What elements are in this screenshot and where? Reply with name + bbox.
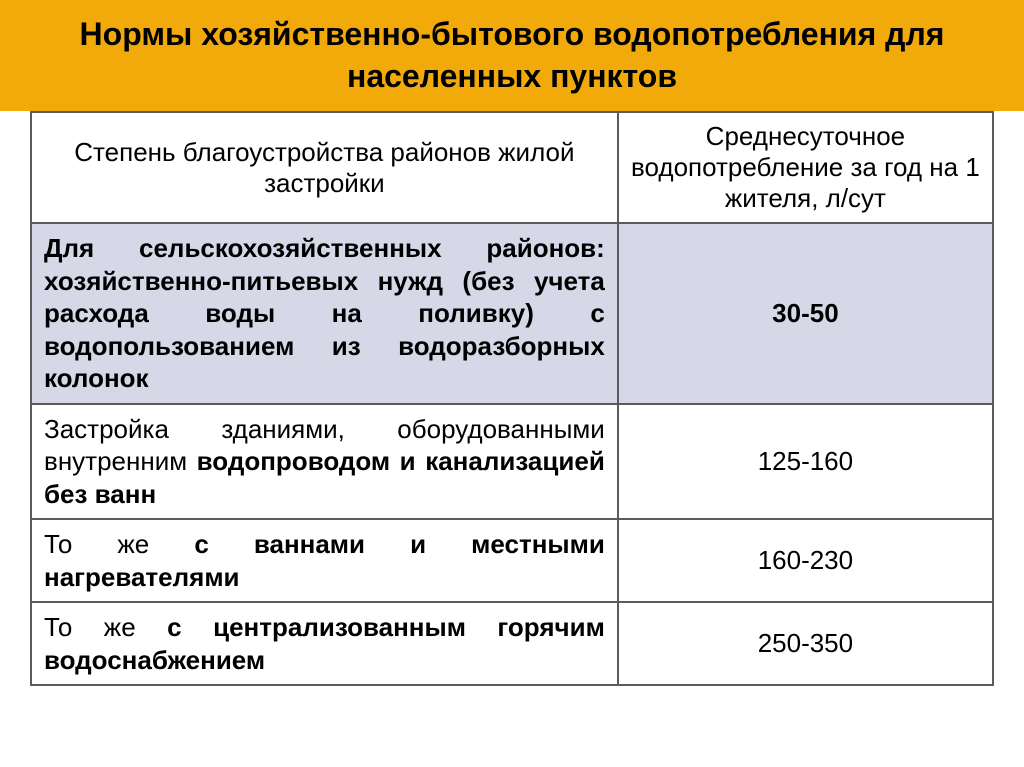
slide: Нормы хозяйственно-бытового водопотребле…: [0, 0, 1024, 767]
row-value: 160-230: [618, 519, 993, 602]
table-header-row: Степень благоустройства районов жилой за…: [31, 112, 993, 223]
header-col1: Степень благоустройства районов жилой за…: [31, 112, 618, 223]
text-segment: Для сельскохозяйственных районов: хозяйс…: [44, 233, 605, 393]
table-container: Степень благоустройства районов жилой за…: [0, 111, 1024, 686]
text-segment: То же: [44, 612, 167, 642]
table-row: Для сельскохозяйственных районов: хозяйс…: [31, 223, 993, 404]
row-description: Застройка зданиями, оборудованными внутр…: [31, 404, 618, 520]
norms-table: Степень благоустройства районов жилой за…: [30, 111, 994, 686]
row-value: 250-350: [618, 602, 993, 685]
table-row: То же с ваннами и местными нагревателями…: [31, 519, 993, 602]
title-bar: Нормы хозяйственно-бытового водопотребле…: [0, 0, 1024, 111]
row-description: Для сельскохозяйственных районов: хозяйс…: [31, 223, 618, 404]
table-row: То же с централизованным горячим водосна…: [31, 602, 993, 685]
row-value: 30-50: [618, 223, 993, 404]
row-description: То же с централизованным горячим водосна…: [31, 602, 618, 685]
row-value: 125-160: [618, 404, 993, 520]
text-segment: То же: [44, 529, 194, 559]
row-description: То же с ваннами и местными нагревателями: [31, 519, 618, 602]
table-row: Застройка зданиями, оборудованными внутр…: [31, 404, 993, 520]
header-col2: Среднесуточное водопотребление за год на…: [618, 112, 993, 223]
slide-title: Нормы хозяйственно-бытового водопотребле…: [40, 14, 984, 97]
